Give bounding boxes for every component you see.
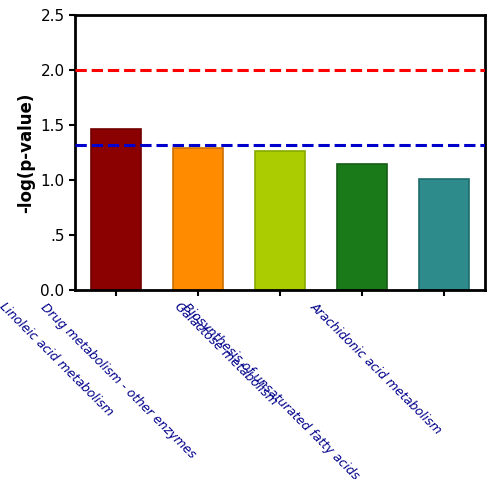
Bar xyxy=(338,164,386,290)
Bar xyxy=(174,148,222,290)
Bar xyxy=(256,152,304,290)
Y-axis label: -log(p-value): -log(p-value) xyxy=(17,92,35,212)
Bar xyxy=(92,130,140,290)
Bar xyxy=(420,179,469,290)
